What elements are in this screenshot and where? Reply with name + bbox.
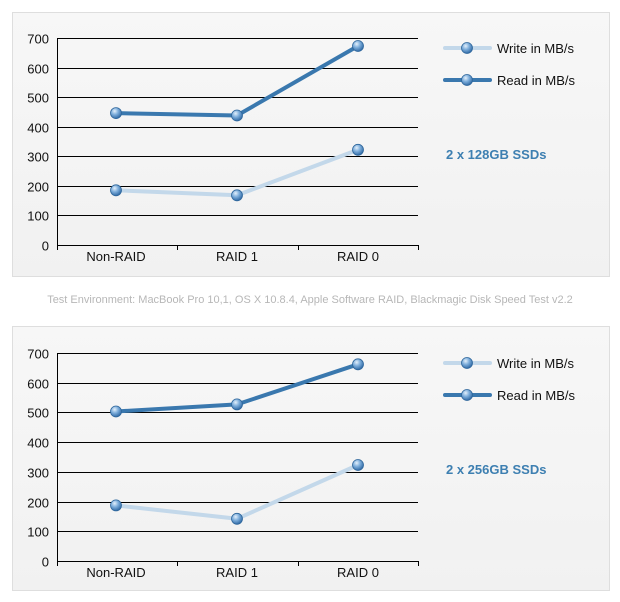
y-tick-label: 700	[27, 32, 49, 47]
data-point-write	[110, 184, 122, 197]
x-tick-label: RAID 1	[216, 249, 258, 264]
chart-annotation: 2 x 256GB SSDs	[446, 462, 546, 477]
data-point-read	[231, 398, 243, 411]
series-line-write	[114, 463, 360, 521]
legend-marker	[461, 389, 473, 401]
y-tick-label: 500	[27, 406, 49, 421]
data-point-write	[352, 143, 364, 156]
y-tick-label: 700	[27, 347, 49, 362]
x-tick-label: RAID 0	[337, 565, 379, 580]
chart-annotation: 2 x 128GB SSDs	[446, 147, 546, 162]
y-tick-label: 300	[27, 466, 49, 481]
legend-label: Read in MB/s	[497, 73, 576, 88]
data-point-write	[110, 499, 122, 512]
y-tick-label: 400	[27, 121, 49, 136]
chart-panel-128gb	[12, 12, 610, 277]
data-point-write	[231, 512, 243, 525]
y-tick-label: 600	[27, 62, 49, 77]
data-point-write	[231, 189, 243, 202]
data-point-read	[110, 107, 122, 119]
x-tick-label: Non-RAID	[86, 249, 145, 264]
legend-label: Write in MB/s	[497, 41, 575, 56]
y-tick-label: 100	[27, 525, 49, 540]
x-tick-label: Non-RAID	[86, 565, 145, 580]
environment-note: Test Environment: MacBook Pro 10,1, OS X…	[47, 294, 573, 306]
data-point-write	[352, 459, 364, 471]
y-tick-label: 200	[27, 180, 49, 195]
data-point-read	[231, 109, 243, 122]
y-tick-label: 400	[27, 436, 49, 451]
legend-marker	[461, 74, 473, 86]
legend-label: Read in MB/s	[497, 388, 576, 403]
legend-marker	[461, 42, 473, 54]
chart-panel-256gb	[12, 326, 610, 591]
data-point-read	[352, 40, 364, 52]
legend-marker	[461, 357, 473, 369]
y-tick-label: 300	[27, 150, 49, 165]
y-tick-label: 600	[27, 377, 49, 392]
y-tick-label: 100	[27, 209, 49, 224]
series-line-read	[114, 44, 360, 118]
x-tick-label: RAID 1	[216, 565, 258, 580]
x-tick-label: RAID 0	[337, 249, 379, 264]
legend-label: Write in MB/s	[497, 356, 575, 371]
y-tick-label: 0	[42, 239, 49, 254]
data-point-read	[352, 358, 364, 371]
data-point-read	[110, 405, 122, 418]
y-tick-label: 0	[42, 555, 49, 570]
y-tick-label: 200	[27, 496, 49, 511]
y-tick-label: 500	[27, 91, 49, 106]
